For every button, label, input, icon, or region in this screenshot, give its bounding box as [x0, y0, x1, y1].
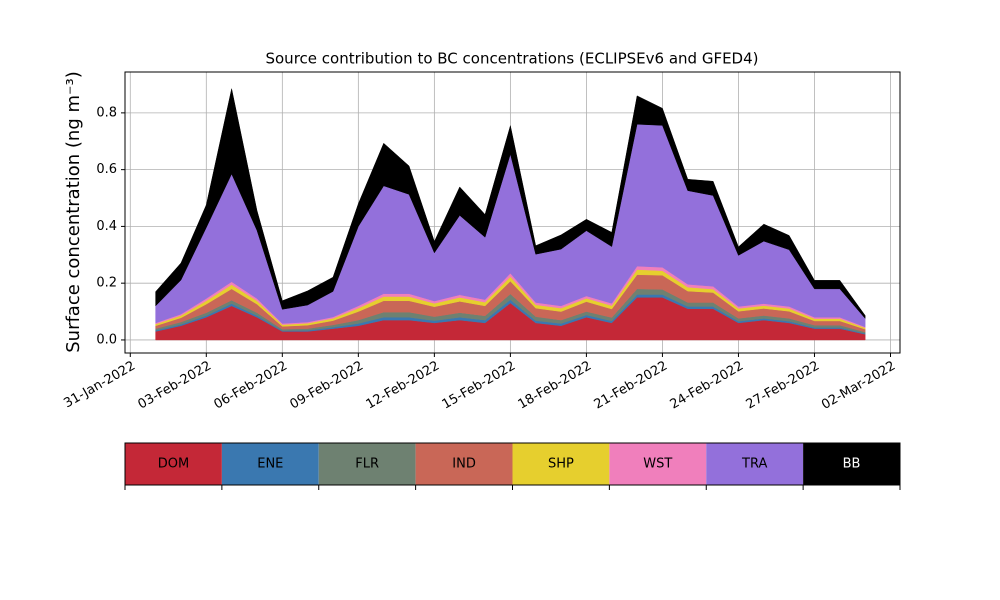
y-axis-label: Surface concentration (ng m⁻³): [63, 71, 84, 353]
x-tick-label: 24-Feb-2022: [668, 359, 747, 413]
legend-label: TRA: [741, 457, 767, 472]
legend-swatch: [318, 443, 416, 485]
y-tick-label: 0.0: [96, 332, 117, 347]
legend-swatch: [415, 443, 513, 485]
y-tick-label: 0.8: [96, 105, 117, 120]
x-tick-label: 15-Feb-2022: [440, 359, 519, 413]
area: [155, 88, 866, 320]
y-tick-label: 0.2: [96, 276, 117, 291]
x-tick-label: 06-Feb-2022: [212, 359, 291, 413]
x-tick-label: 21-Feb-2022: [592, 359, 671, 413]
legend-swatch: [803, 443, 900, 485]
plot-frame: [124, 71, 901, 354]
x-tick-label: 18-Feb-2022: [516, 359, 595, 413]
legend-swatch: [512, 443, 610, 485]
x-tick-label: 27-Feb-2022: [744, 359, 823, 413]
legend-label: ENE: [257, 457, 283, 472]
x-tick-label: 31-Jan-2022: [61, 359, 138, 412]
chart-title: Source contribution to BC concentrations…: [265, 50, 758, 68]
legend-label: IND: [452, 457, 476, 472]
y-tick-label: 0.6: [96, 162, 117, 177]
x-tick-label: 09-Feb-2022: [288, 359, 367, 413]
x-tick-label: 02-Mar-2022: [819, 359, 898, 413]
x-tick-label: 03-Feb-2022: [136, 359, 215, 413]
legend-swatch: [125, 443, 222, 485]
legend-label: SHP: [548, 457, 574, 472]
legend-label: BB: [843, 457, 861, 472]
legend-swatch: [609, 443, 707, 485]
x-tick-label: 12-Feb-2022: [364, 359, 443, 413]
legend-label: DOM: [158, 457, 189, 472]
legend-label: FLR: [355, 457, 379, 472]
y-tick-label: 0.4: [96, 219, 117, 234]
legend-swatch: [706, 443, 804, 485]
legend-label: WST: [643, 457, 672, 472]
legend-swatch: [221, 443, 319, 485]
